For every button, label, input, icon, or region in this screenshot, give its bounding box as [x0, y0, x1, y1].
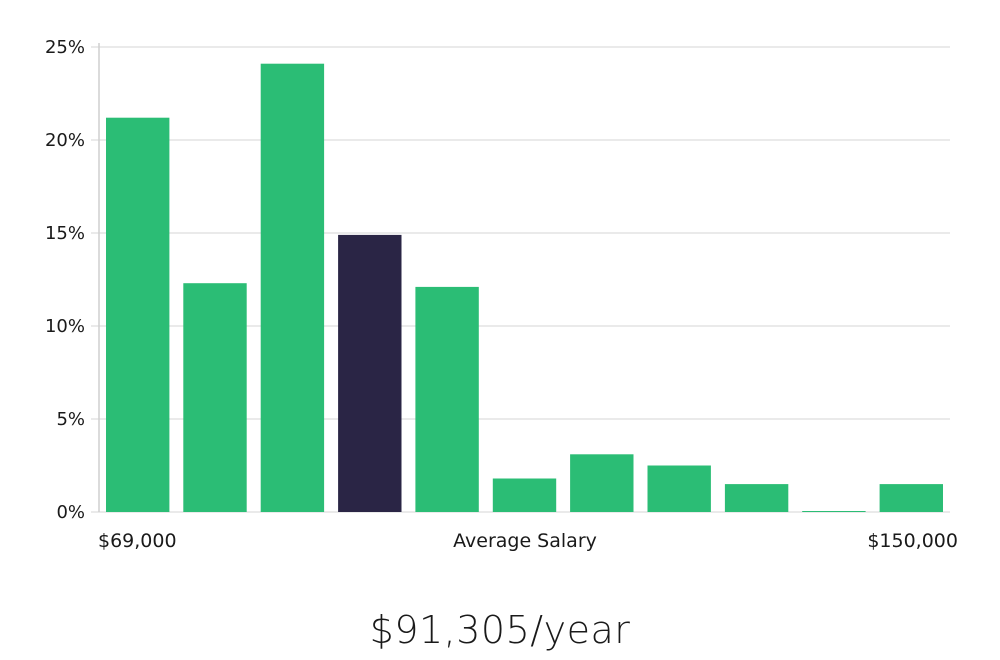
bars [106, 63, 943, 512]
bar [492, 478, 557, 512]
bar [260, 63, 325, 512]
y-axis-ticks: 0% 5% 10% 15% 20% 25% [45, 37, 85, 523]
salary-histogram: 0%5%10%15%20%25% $69,000 Average Salary … [45, 37, 958, 552]
y-tick-label: 10% [45, 316, 85, 337]
bar [570, 454, 634, 512]
bar [415, 286, 479, 512]
bar [106, 117, 170, 512]
y-tick-label: 25% [45, 37, 85, 58]
average-salary-value: $91,305/year [369, 608, 631, 652]
y-tick-label: 15% [45, 223, 85, 244]
bar [724, 484, 789, 512]
x-axis-title: Average Salary [453, 530, 597, 552]
bar [183, 283, 247, 512]
bar [879, 484, 943, 512]
y-tick-label: 0% [56, 502, 85, 523]
bar [802, 511, 866, 512]
bar [647, 465, 711, 512]
y-tick-label: 20% [45, 130, 85, 151]
y-tick-label: 5% [56, 409, 85, 430]
x-min-label: $69,000 [98, 530, 177, 552]
x-max-label: $150,000 [867, 530, 958, 552]
bar-highlighted [338, 234, 402, 512]
